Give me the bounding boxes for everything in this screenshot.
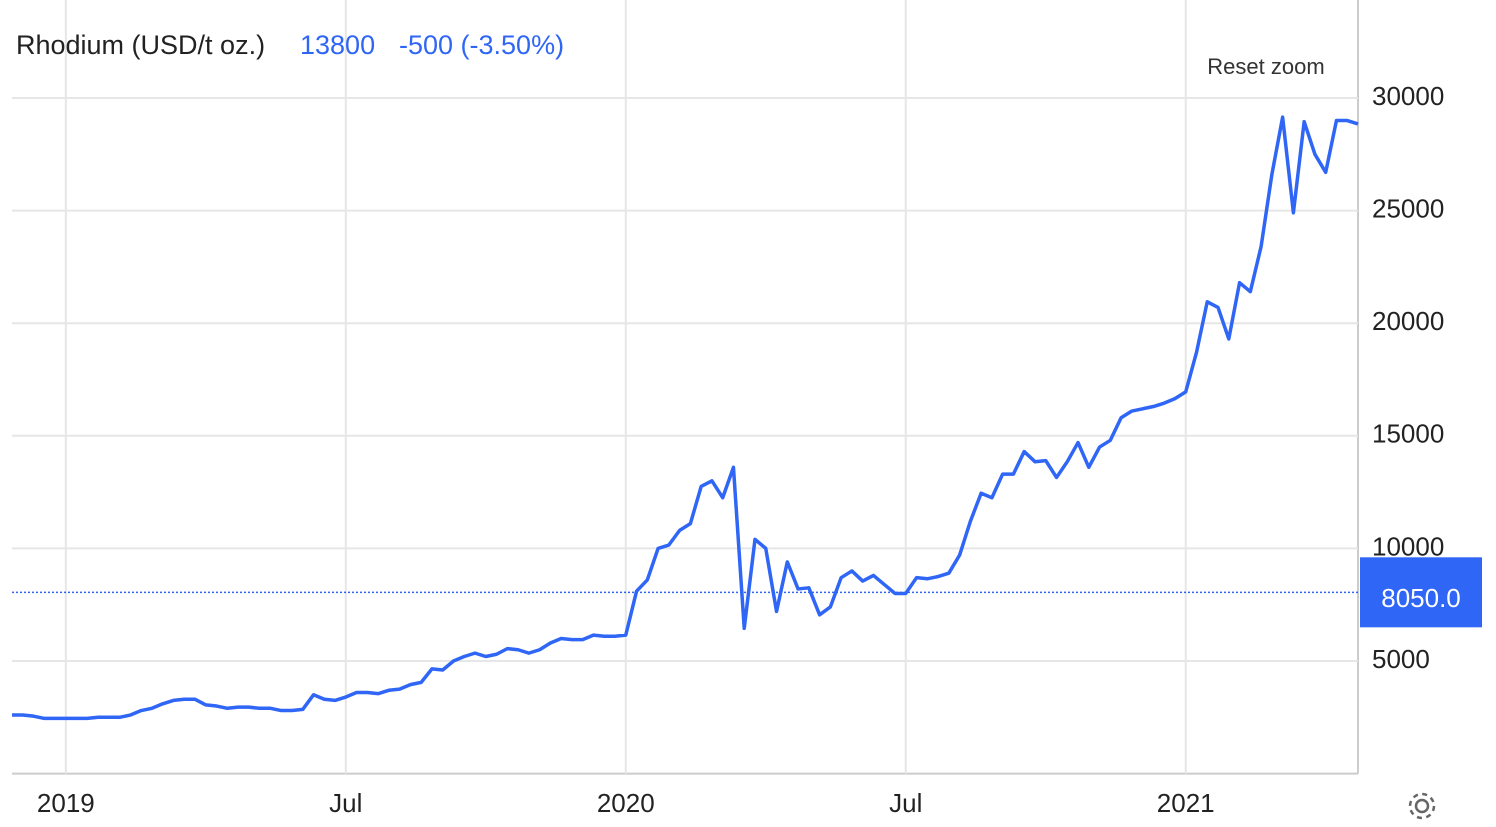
x-tick-label: Jul (329, 788, 362, 818)
chart-title: Rhodium (USD/t oz.) (16, 30, 265, 60)
y-tick-label: 10000 (1372, 531, 1444, 561)
current-value-label: 8050.0 (1381, 583, 1461, 613)
y-tick-label: 30000 (1372, 81, 1444, 111)
price: 13800 (300, 30, 375, 60)
y-tick-label: 25000 (1372, 193, 1444, 223)
price-line (12, 115, 1359, 721)
change: -500 (-3.50%) (399, 30, 564, 60)
y-tick-label: 5000 (1372, 644, 1430, 674)
x-tick-label: Jul (889, 788, 922, 818)
settings-icon[interactable] (1408, 792, 1436, 820)
current-value-box (1360, 557, 1482, 628)
reset-zoom-button[interactable]: Reset zoom (1207, 54, 1324, 79)
x-tick-label: 2019 (37, 788, 95, 818)
y-tick-label: 20000 (1372, 306, 1444, 336)
x-tick-label: 2021 (1157, 788, 1215, 818)
y-tick-label: 15000 (1372, 419, 1444, 449)
x-tick-label: 2020 (597, 788, 655, 818)
